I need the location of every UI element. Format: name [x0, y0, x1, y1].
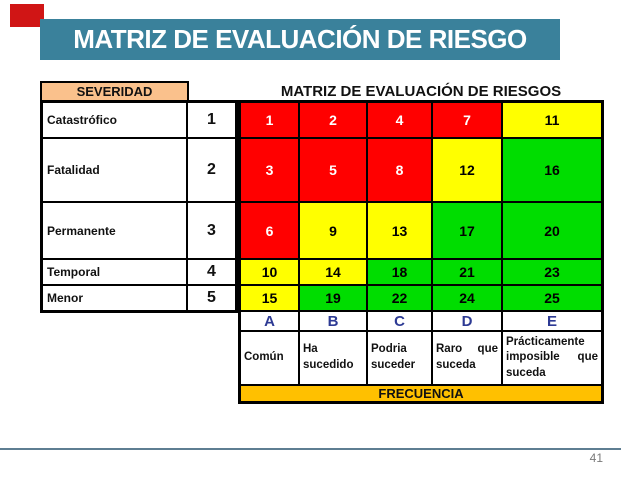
risk-cell: 10 — [240, 259, 299, 285]
risk-cell: 22 — [367, 285, 432, 311]
slide-title: MATRIZ DE EVALUACIÓN DE RIESGO — [73, 24, 527, 54]
risk-cell: 20 — [502, 202, 602, 259]
frequency-description-text: Ha sucedido — [303, 343, 354, 371]
frequency-description: Prácticamente imposible que suceda — [502, 331, 602, 385]
risk-cell: 9 — [299, 202, 367, 259]
frequency-letter: D — [432, 311, 502, 331]
risk-cell: 11 — [502, 102, 602, 138]
risk-cell: 4 — [367, 102, 432, 138]
page-number: 41 — [589, 451, 603, 465]
red-accent-box — [10, 4, 44, 27]
frequency-letter: C — [367, 311, 432, 331]
severity-level: 1 — [187, 102, 236, 138]
frequency-description-text: Prácticamente imposible que suceda — [506, 335, 598, 379]
frequency-letter: A — [240, 311, 299, 331]
severity-label: Temporal — [42, 259, 187, 285]
risk-matrix-grid: 1 2 4 7 11 3 5 8 12 16 6 9 13 17 20 10 14 18 21 23 15 19 22 24 2… — [238, 100, 604, 404]
risk-cell: 5 — [299, 138, 367, 202]
severity-label: Permanente — [42, 202, 187, 259]
risk-cell: 8 — [367, 138, 432, 202]
risk-cell: 1 — [240, 102, 299, 138]
frequency-description-text: Raro que suceda — [436, 343, 498, 371]
severity-level: 2 — [187, 138, 236, 202]
risk-cell: 25 — [502, 285, 602, 311]
risk-cell: 14 — [299, 259, 367, 285]
risk-cell: 13 — [367, 202, 432, 259]
frequency-description: Raro que suceda — [432, 331, 502, 385]
severity-level: 5 — [187, 285, 236, 311]
risk-cell: 15 — [240, 285, 299, 311]
frequency-letter: E — [502, 311, 602, 331]
severity-grid: Catastrófico 1 Fatalidad 2 Permanente 3 Tempor… — [40, 100, 238, 313]
frequency-description-text: Común — [244, 351, 284, 364]
severity-header-cell: SEVERIDAD — [40, 81, 189, 102]
risk-cell: 18 — [367, 259, 432, 285]
risk-cell: 3 — [240, 138, 299, 202]
slide-title-banner: MATRIZ DE EVALUACIÓN DE RIESGO — [40, 19, 560, 60]
frequency-description: Ha sucedido — [299, 331, 367, 385]
frequency-letter: B — [299, 311, 367, 331]
risk-cell: 2 — [299, 102, 367, 138]
risk-cell: 19 — [299, 285, 367, 311]
severity-label: Catastrófico — [42, 102, 187, 138]
risk-cell: 17 — [432, 202, 502, 259]
frequency-description: Común — [240, 331, 299, 385]
risk-cell: 6 — [240, 202, 299, 259]
severity-level: 3 — [187, 202, 236, 259]
bottom-divider-line — [0, 448, 621, 450]
risk-cell: 12 — [432, 138, 502, 202]
risk-cell: 23 — [502, 259, 602, 285]
risk-cell: 7 — [432, 102, 502, 138]
frequency-description: Podria suceder — [367, 331, 432, 385]
risk-cell: 16 — [502, 138, 602, 202]
frequency-footer-cell: FRECUENCIA — [240, 385, 602, 402]
risk-cell: 24 — [432, 285, 502, 311]
frequency-description-text: Podria suceder — [371, 343, 416, 371]
severity-label: Fatalidad — [42, 138, 187, 202]
severity-header-label: SEVERIDAD — [76, 84, 153, 99]
matrix-table-title: MATRIZ DE EVALUACIÓN DE RIESGOS — [280, 83, 562, 100]
severity-level: 4 — [187, 259, 236, 285]
risk-cell: 21 — [432, 259, 502, 285]
severity-label: Menor — [42, 285, 187, 311]
